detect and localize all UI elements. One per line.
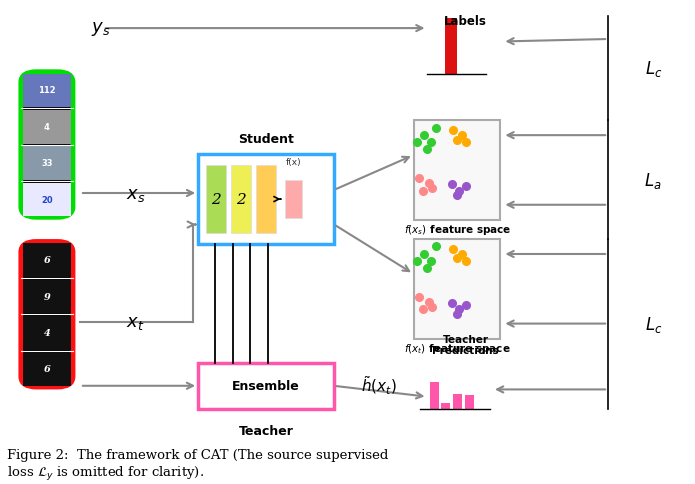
Bar: [453, 394, 462, 409]
Text: 4: 4: [44, 122, 50, 132]
Text: 33: 33: [41, 159, 53, 168]
Text: Figure 2:  The framework of CAT (The source supervised
loss $\mathcal{L}_y$ is o: Figure 2: The framework of CAT (The sour…: [7, 448, 389, 482]
Text: Teacher
Predictions: Teacher Predictions: [432, 334, 499, 356]
Text: 2: 2: [211, 193, 221, 207]
Bar: [23, 244, 71, 277]
Text: 112: 112: [38, 86, 56, 95]
Text: $\tilde{h}(x_t)$: $\tilde{h}(x_t)$: [361, 374, 397, 396]
Text: 6: 6: [44, 364, 50, 374]
FancyBboxPatch shape: [198, 363, 334, 409]
Text: $x_s$: $x_s$: [126, 185, 145, 204]
FancyBboxPatch shape: [21, 242, 73, 387]
Bar: [23, 75, 71, 108]
Text: Ensemble: Ensemble: [232, 379, 300, 393]
Text: $x_t$: $x_t$: [126, 313, 145, 331]
Text: $f(x_s)$ feature space: $f(x_s)$ feature space: [404, 223, 511, 237]
Text: 20: 20: [41, 195, 53, 204]
Bar: [23, 317, 71, 350]
Bar: [23, 353, 71, 386]
Text: $L_c$: $L_c$: [644, 314, 662, 334]
Text: $f(x_t)$ feature space: $f(x_t)$ feature space: [404, 341, 511, 355]
FancyBboxPatch shape: [198, 155, 334, 244]
Bar: [23, 183, 71, 217]
Bar: [23, 111, 71, 144]
Bar: [231, 166, 251, 234]
FancyBboxPatch shape: [414, 121, 500, 220]
Text: $L_c$: $L_c$: [644, 59, 662, 79]
Bar: [465, 395, 474, 409]
Text: $y_s$: $y_s$: [91, 20, 111, 38]
Bar: [23, 280, 71, 314]
Bar: [445, 19, 457, 75]
Bar: [285, 181, 302, 218]
Bar: [23, 147, 71, 181]
Text: Labels: Labels: [444, 15, 487, 28]
Text: f(x): f(x): [286, 157, 302, 166]
FancyBboxPatch shape: [21, 73, 73, 218]
Text: $L_a$: $L_a$: [644, 170, 662, 190]
Bar: [441, 403, 450, 409]
Text: Student: Student: [238, 133, 294, 146]
Text: 2: 2: [236, 193, 246, 207]
Text: 9: 9: [44, 292, 50, 301]
Bar: [430, 382, 439, 409]
Bar: [206, 166, 226, 234]
Text: Teacher: Teacher: [238, 424, 293, 437]
FancyBboxPatch shape: [414, 240, 500, 339]
Text: 4: 4: [44, 328, 50, 337]
Bar: [256, 166, 276, 234]
Text: 6: 6: [44, 256, 50, 265]
